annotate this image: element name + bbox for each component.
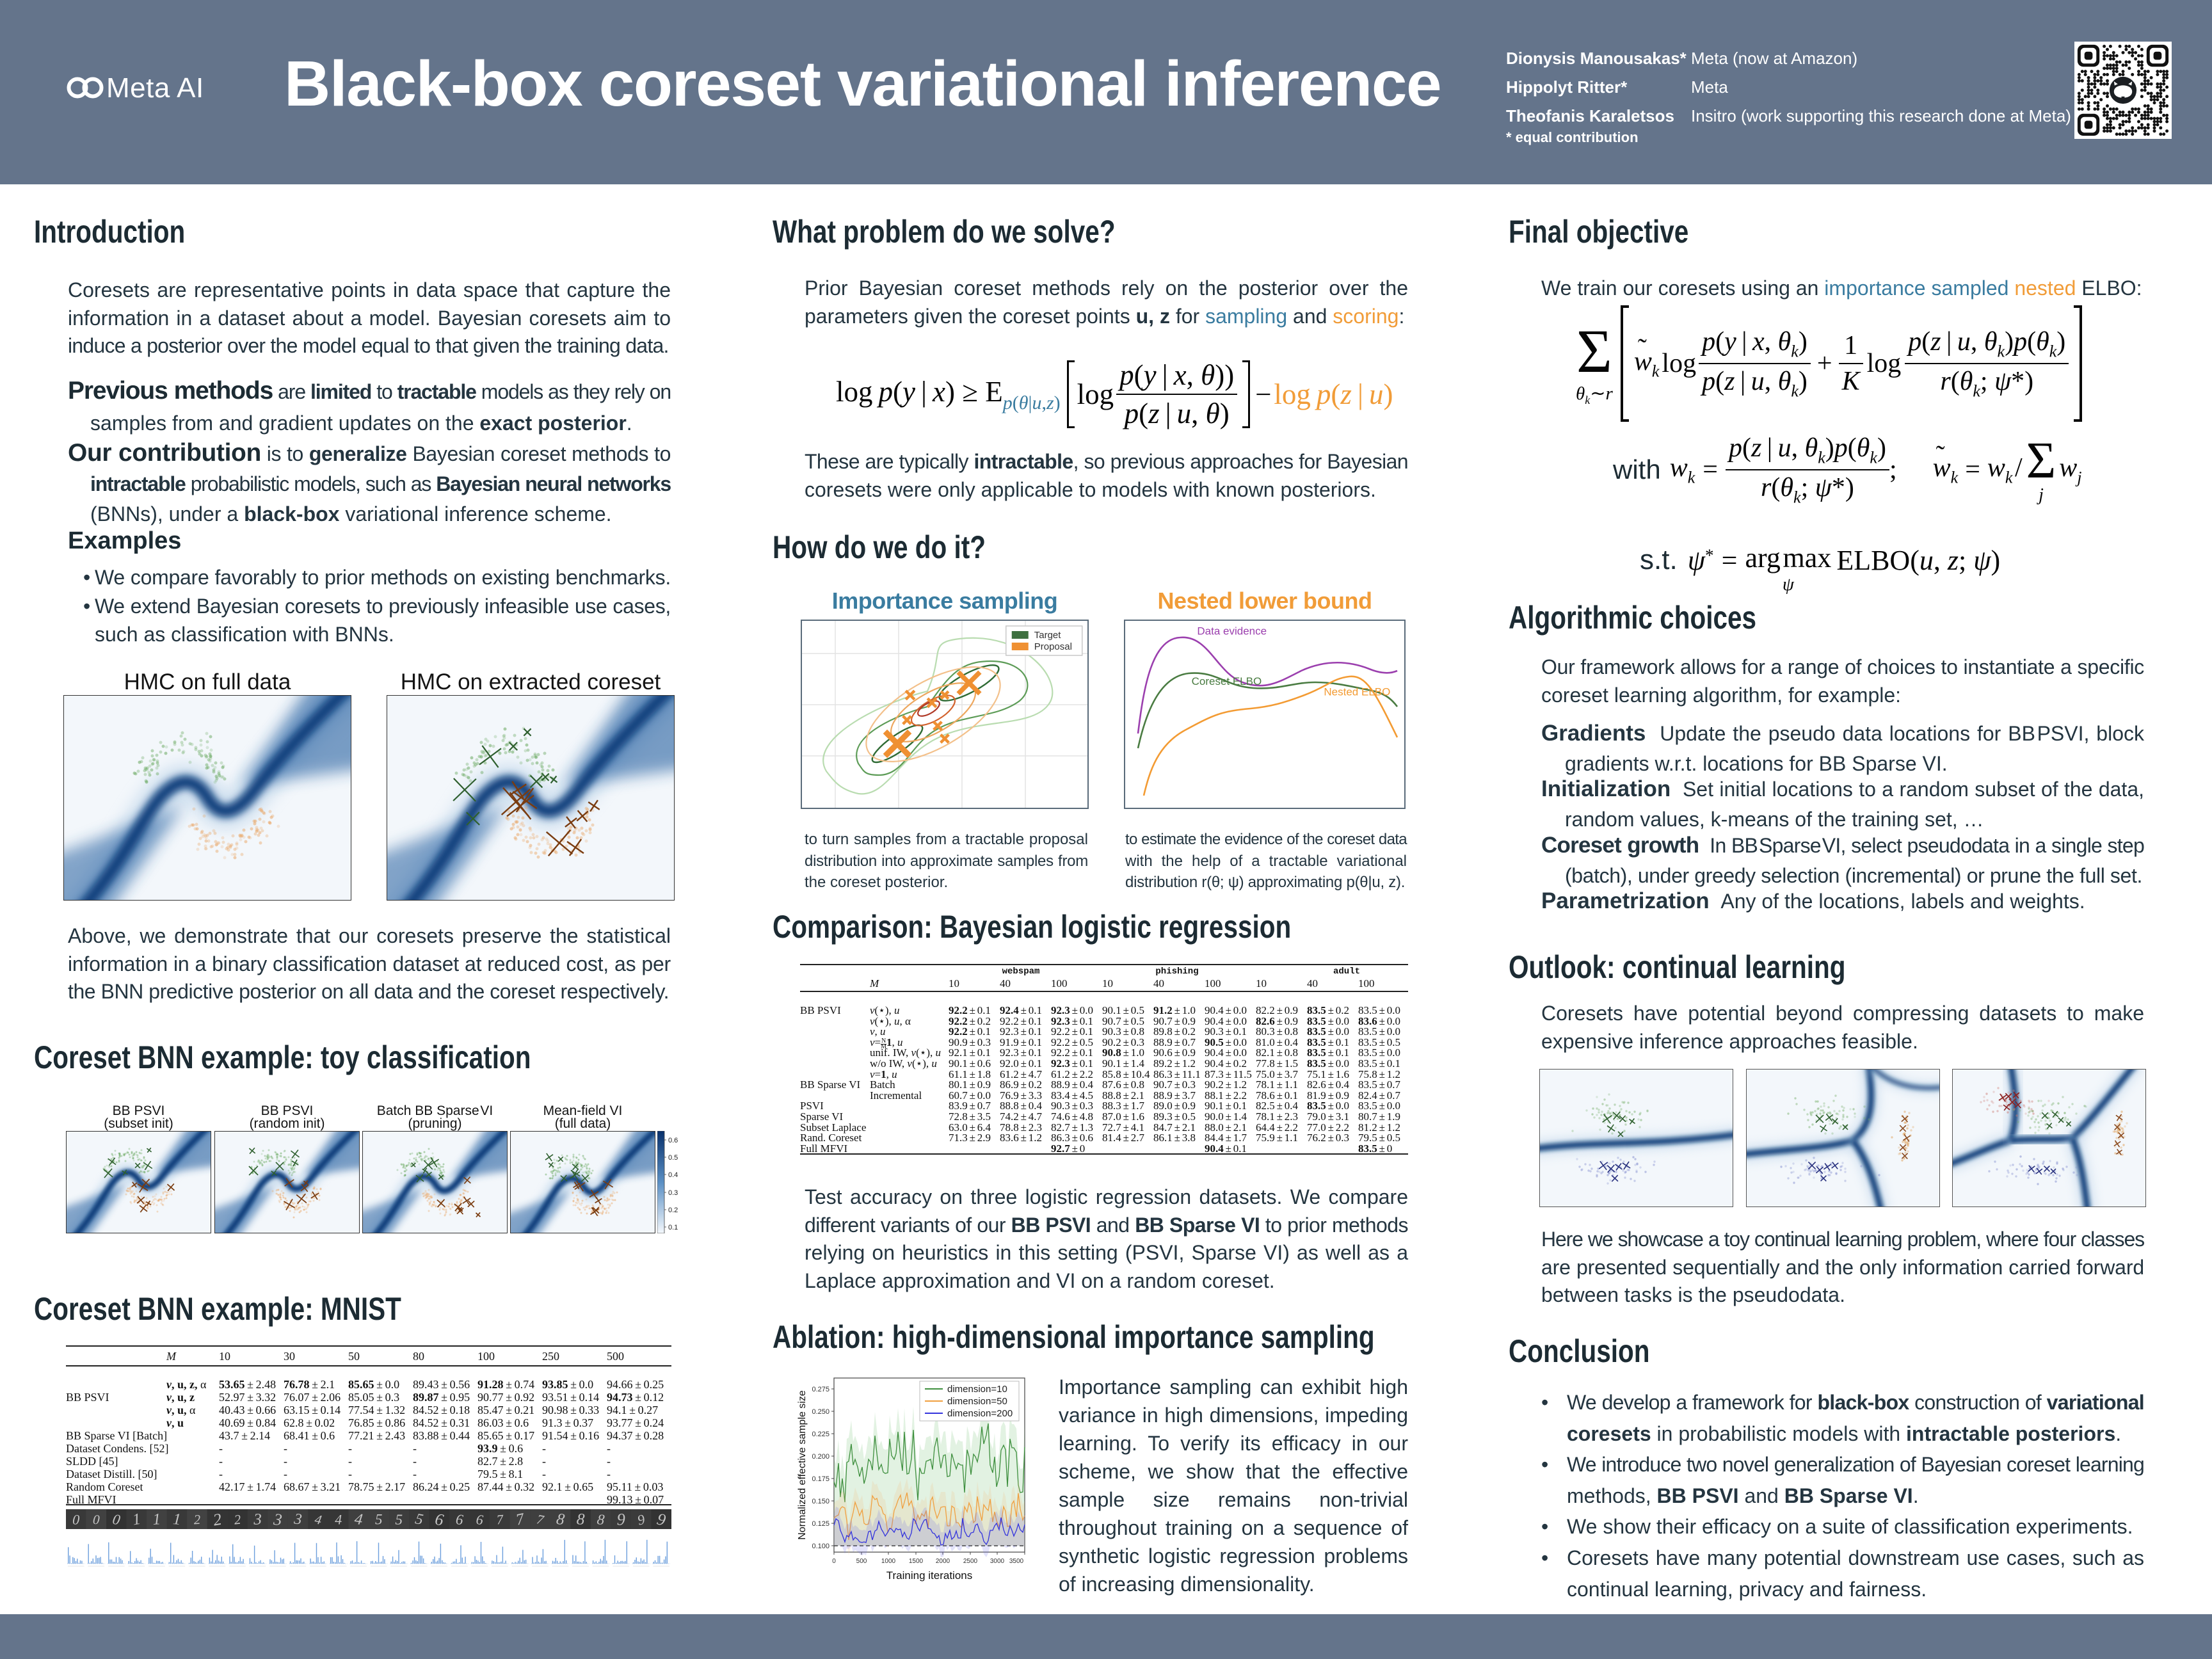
- svg-text:Normalized effective sample si: Normalized effective sample size: [797, 1390, 808, 1540]
- svg-text:0.250: 0.250: [812, 1408, 830, 1416]
- svg-text:8: 8: [556, 1511, 566, 1529]
- svg-text:8: 8: [576, 1511, 585, 1528]
- svg-text:0.225: 0.225: [812, 1431, 830, 1438]
- svg-text:5: 5: [413, 1511, 424, 1528]
- svg-text:7: 7: [496, 1511, 505, 1527]
- svg-text:1: 1: [152, 1511, 161, 1528]
- svg-text:0.3: 0.3: [668, 1189, 678, 1197]
- svg-text:Meta AI: Meta AI: [106, 72, 204, 104]
- svg-text:0: 0: [832, 1558, 836, 1565]
- svg-text:3500: 3500: [1009, 1558, 1024, 1565]
- svg-text:2000: 2000: [936, 1558, 950, 1565]
- svg-text:1500: 1500: [909, 1558, 924, 1565]
- svg-text:3: 3: [272, 1510, 283, 1529]
- svg-text:6: 6: [433, 1510, 445, 1529]
- svg-text:0.4: 0.4: [668, 1171, 678, 1179]
- svg-text:500: 500: [856, 1558, 867, 1565]
- svg-text:3: 3: [293, 1511, 303, 1528]
- svg-text:2500: 2500: [963, 1558, 978, 1565]
- svg-text:0: 0: [72, 1511, 80, 1528]
- svg-text:Target: Target: [1034, 630, 1062, 641]
- svg-text:0.125: 0.125: [812, 1520, 830, 1528]
- svg-text:3000: 3000: [990, 1558, 1005, 1565]
- svg-text:Training iterations: Training iterations: [886, 1569, 973, 1582]
- svg-text:1000: 1000: [881, 1558, 896, 1565]
- svg-text:Data evidence: Data evidence: [1197, 625, 1267, 637]
- svg-text:Proposal: Proposal: [1034, 641, 1072, 652]
- svg-text:8: 8: [597, 1511, 606, 1528]
- svg-text:0.200: 0.200: [812, 1453, 830, 1461]
- svg-text:1: 1: [172, 1511, 181, 1528]
- svg-text:0.100: 0.100: [812, 1543, 830, 1550]
- svg-text:6: 6: [476, 1511, 485, 1528]
- svg-text:0.1: 0.1: [668, 1224, 678, 1231]
- svg-text:3: 3: [253, 1511, 262, 1528]
- svg-text:4: 4: [353, 1511, 364, 1528]
- svg-text:0: 0: [111, 1511, 122, 1528]
- svg-text:2: 2: [193, 1512, 201, 1528]
- svg-text:0.175: 0.175: [812, 1475, 830, 1483]
- svg-text:9: 9: [617, 1511, 625, 1529]
- svg-text:0.5: 0.5: [668, 1154, 678, 1162]
- svg-text:dimension=10: dimension=10: [947, 1384, 1007, 1395]
- svg-text:4: 4: [335, 1512, 342, 1528]
- svg-text:2: 2: [234, 1512, 242, 1528]
- svg-text:2: 2: [212, 1510, 223, 1529]
- svg-text:dimension=50: dimension=50: [947, 1396, 1007, 1407]
- svg-text:0.150: 0.150: [812, 1498, 830, 1505]
- svg-text:5: 5: [375, 1512, 383, 1528]
- svg-text:0.2: 0.2: [668, 1206, 678, 1214]
- svg-text:Coreset ELBO: Coreset ELBO: [1192, 675, 1262, 687]
- svg-text:4: 4: [314, 1511, 323, 1528]
- svg-text:6: 6: [455, 1511, 465, 1528]
- svg-text:1: 1: [131, 1511, 142, 1529]
- svg-text:dimension=200: dimension=200: [947, 1408, 1013, 1419]
- svg-text:Nested ELBO: Nested ELBO: [1324, 685, 1390, 698]
- svg-text:5: 5: [395, 1512, 403, 1528]
- svg-text:9: 9: [655, 1510, 668, 1529]
- svg-text:0: 0: [92, 1512, 100, 1528]
- svg-text:0.275: 0.275: [812, 1386, 830, 1393]
- svg-text:0.6: 0.6: [668, 1137, 678, 1144]
